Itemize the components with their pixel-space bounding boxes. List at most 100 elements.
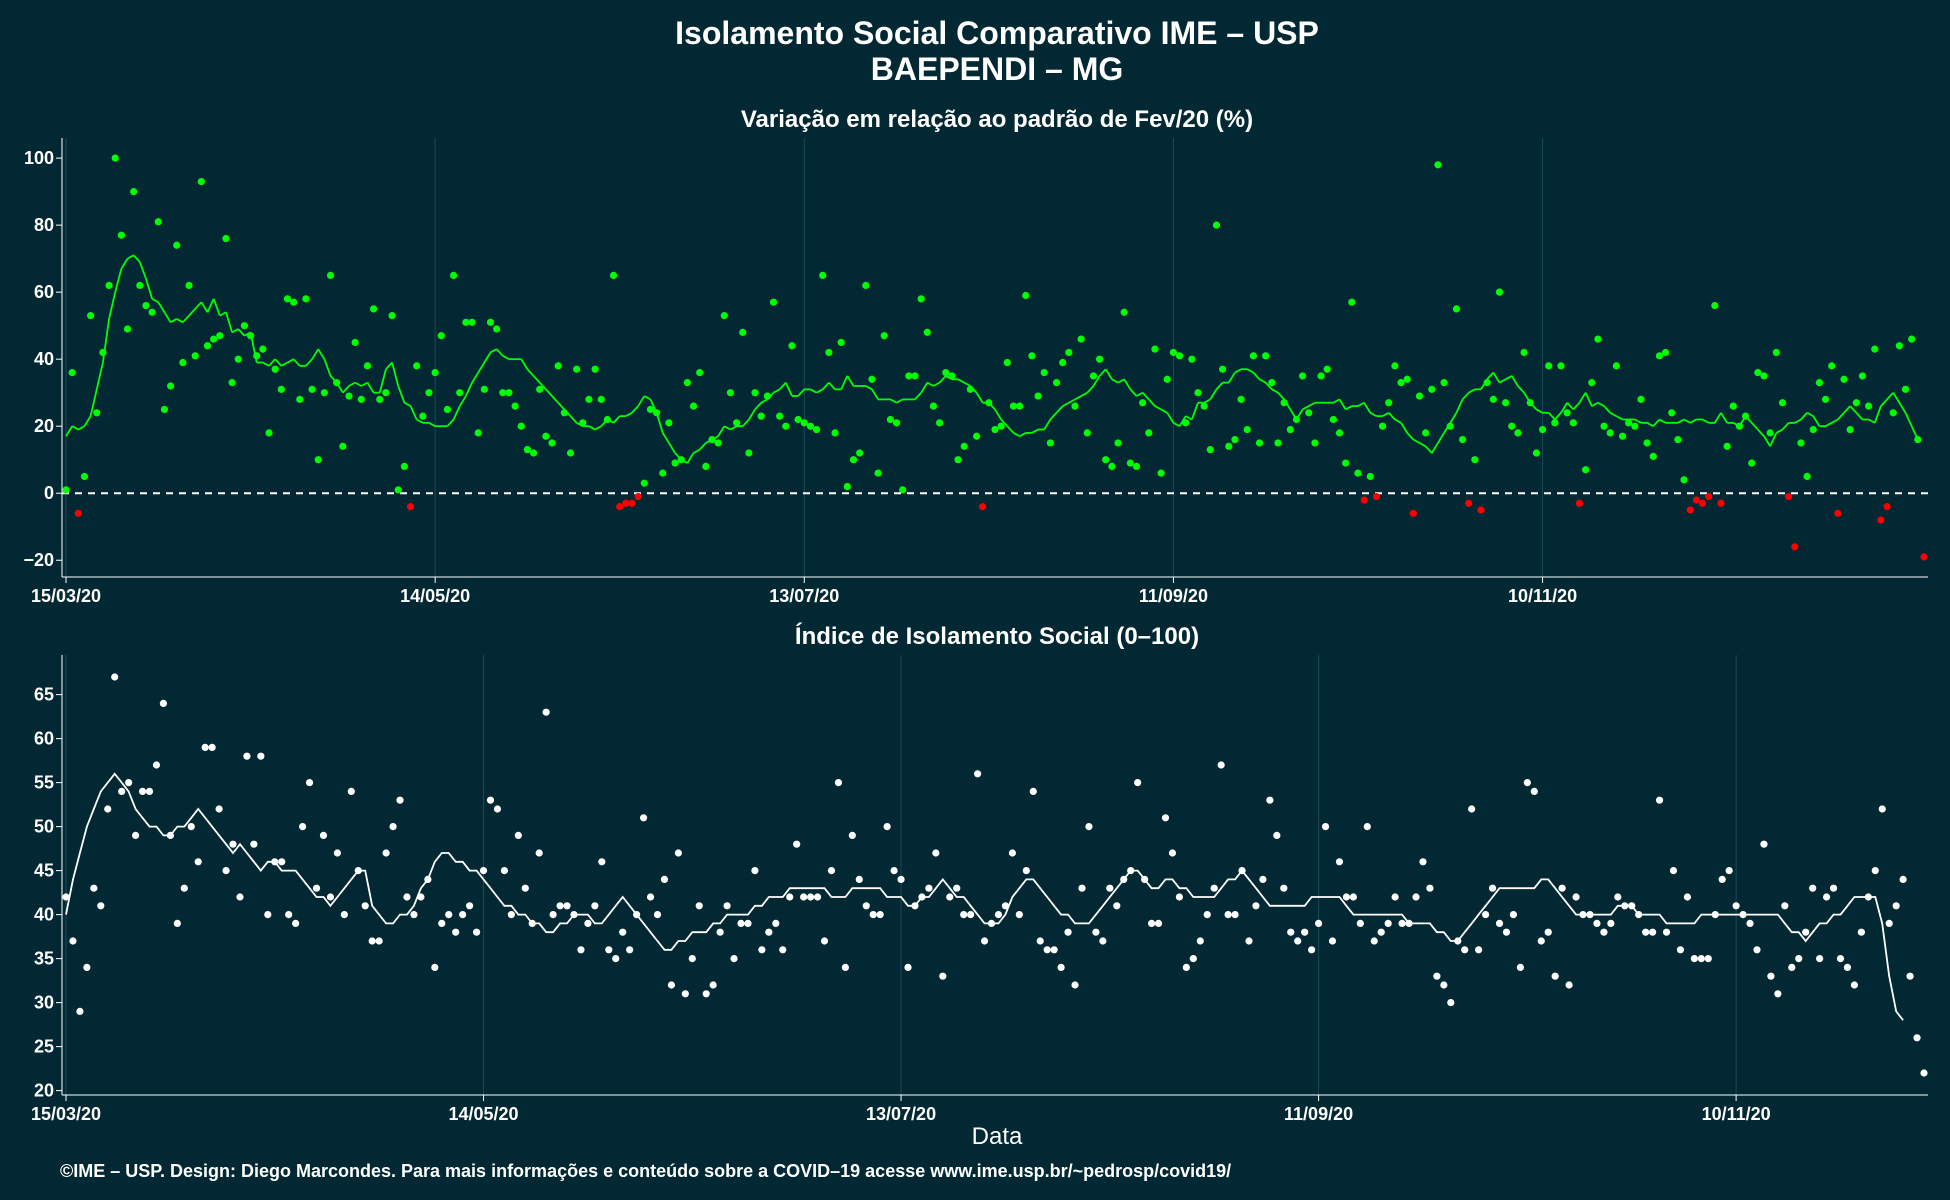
p1-trend-segment-17 bbox=[163, 311, 172, 323]
p2-point-148 bbox=[1092, 928, 1100, 936]
p1-trend-segment-113 bbox=[754, 402, 762, 411]
p2-point-3 bbox=[83, 963, 91, 972]
p1-point-197 bbox=[1274, 439, 1282, 447]
p1-point-89 bbox=[609, 271, 618, 279]
p1-trend-segment-9 bbox=[114, 268, 123, 293]
p1-point-24 bbox=[210, 335, 218, 343]
p2-point-56 bbox=[452, 928, 460, 936]
panel1-title: Variação em relação ao padrão de Fev/20 … bbox=[741, 106, 1253, 133]
p1-point-91 bbox=[622, 499, 630, 507]
p1-trend-segment-296 bbox=[1880, 398, 1888, 407]
p1-trend-segment-221 bbox=[1419, 442, 1427, 448]
p1-trend-segment-70 bbox=[490, 348, 498, 354]
p2-point-119 bbox=[890, 867, 898, 875]
p1-point-77 bbox=[536, 385, 544, 393]
p2-point-78 bbox=[605, 946, 613, 954]
p2-point-219 bbox=[1586, 911, 1594, 919]
p2-point-234 bbox=[1690, 955, 1698, 963]
p1-point-176 bbox=[1145, 429, 1153, 437]
p1-point-175 bbox=[1139, 399, 1147, 407]
p1-point-65 bbox=[462, 318, 470, 326]
p2-xtick-label-2: 13/07/20 bbox=[866, 1104, 936, 1124]
p1-trend-segment-179 bbox=[1160, 408, 1168, 414]
p2-point-209 bbox=[1516, 963, 1524, 972]
p2-point-192 bbox=[1398, 919, 1406, 928]
p1-trend-segment-47 bbox=[348, 381, 356, 387]
p1-point-141 bbox=[929, 402, 938, 410]
p1-trend-segment-29 bbox=[237, 328, 246, 337]
p1-trend-segment-33 bbox=[262, 361, 270, 367]
p1-trend-segment-168 bbox=[1092, 375, 1101, 387]
p1-trend-segment-295 bbox=[1873, 405, 1882, 424]
p1-point-167 bbox=[1089, 372, 1098, 380]
p1-point-187 bbox=[1212, 221, 1221, 229]
p1-point-254 bbox=[1625, 419, 1633, 427]
p1-point-272 bbox=[1735, 422, 1744, 430]
p1-point-199 bbox=[1286, 425, 1294, 434]
p2-point-44 bbox=[368, 937, 376, 945]
p2-point-98 bbox=[744, 919, 752, 928]
p1-point-191 bbox=[1237, 395, 1245, 403]
p1-trend-segment-127 bbox=[840, 375, 849, 390]
p1-point-15 bbox=[154, 218, 162, 226]
p1-trend-segment-12 bbox=[133, 254, 141, 263]
p1-trend-segment-278 bbox=[1769, 432, 1778, 447]
p1-trend-segment-171 bbox=[1111, 378, 1119, 384]
p1-point-139 bbox=[917, 295, 925, 303]
p1-trend-segment-15 bbox=[151, 298, 159, 303]
p1-point-218 bbox=[1403, 375, 1411, 383]
p1-point-78 bbox=[542, 432, 550, 440]
p1-point-201 bbox=[1299, 372, 1307, 380]
p2-point-58 bbox=[466, 902, 474, 910]
p1-point-155 bbox=[1016, 402, 1024, 410]
p1-point-262 bbox=[1674, 436, 1682, 444]
p1-trend-segment-42 bbox=[317, 348, 326, 360]
p1-point-253 bbox=[1618, 432, 1627, 440]
p2-point-238 bbox=[1718, 875, 1726, 884]
p2-point-251 bbox=[1809, 884, 1817, 892]
p1-point-275 bbox=[1754, 368, 1762, 377]
p1-trend-segment-294 bbox=[1868, 418, 1876, 424]
p1-trend-segment-107 bbox=[717, 425, 726, 437]
p1-point-256 bbox=[1637, 395, 1645, 403]
p1-point-243 bbox=[1557, 362, 1565, 370]
p1-point-47 bbox=[351, 338, 359, 347]
p1-point-103 bbox=[696, 368, 704, 377]
p1-point-206 bbox=[1329, 415, 1337, 424]
p2-ytick-label-7: 55 bbox=[34, 773, 54, 793]
p2-point-174 bbox=[1273, 831, 1281, 840]
p1-point-280 bbox=[1785, 492, 1793, 501]
p2-point-202 bbox=[1468, 805, 1476, 813]
p2-point-12 bbox=[145, 787, 154, 796]
p1-point-55 bbox=[400, 462, 408, 471]
p2-point-32 bbox=[285, 911, 293, 919]
p2-point-71 bbox=[556, 902, 564, 910]
p1-trend-segment-98 bbox=[662, 432, 670, 444]
p1-trend-segment-50 bbox=[366, 382, 375, 394]
p1-trend-segment-5 bbox=[89, 389, 98, 417]
p1-point-239 bbox=[1532, 449, 1541, 457]
p1-point-249 bbox=[1594, 335, 1602, 343]
p2-point-158 bbox=[1161, 814, 1170, 822]
p1-point-238 bbox=[1526, 399, 1534, 407]
p1-trend-segment-63 bbox=[446, 418, 455, 427]
p2-point-23 bbox=[222, 867, 230, 875]
p2-point-194 bbox=[1412, 893, 1420, 901]
p1-point-4 bbox=[87, 312, 95, 320]
p1-point-214 bbox=[1378, 422, 1387, 430]
p2-point-102 bbox=[772, 919, 780, 928]
p1-point-152 bbox=[997, 422, 1005, 430]
p1-point-170 bbox=[1108, 462, 1116, 471]
p1-trend-segment-86 bbox=[588, 425, 596, 431]
p1-point-267 bbox=[1705, 492, 1713, 501]
p1-point-150 bbox=[985, 399, 993, 407]
p1-trend-segment-165 bbox=[1074, 395, 1082, 401]
p2-point-33 bbox=[292, 919, 300, 928]
p1-point-67 bbox=[474, 429, 482, 437]
p1-point-250 bbox=[1600, 422, 1608, 430]
p1-xtick-label-0: 15/03/20 bbox=[31, 586, 101, 606]
p2-point-31 bbox=[278, 858, 286, 866]
p2-point-26 bbox=[243, 752, 251, 760]
p2-point-173 bbox=[1266, 796, 1274, 804]
p2-point-170 bbox=[1245, 937, 1253, 945]
